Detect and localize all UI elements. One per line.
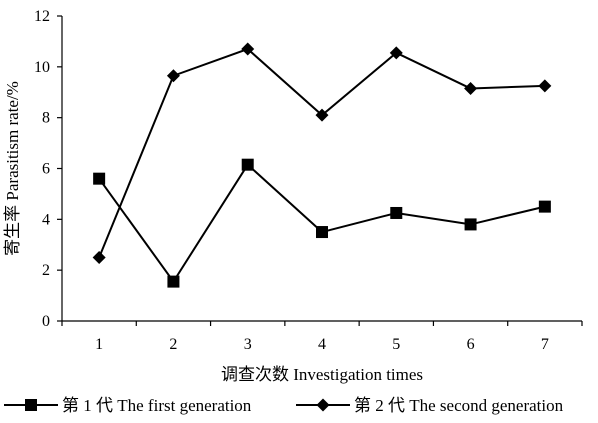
axes <box>61 16 582 322</box>
y-tick-label: 10 <box>34 59 50 76</box>
data-point-square <box>241 158 254 171</box>
data-point-diamond <box>538 79 552 93</box>
y-tick-label: 0 <box>42 313 50 330</box>
series-group <box>92 42 552 288</box>
x-tick-label: 3 <box>244 336 252 353</box>
series-1-line <box>98 163 546 284</box>
y-tick-label: 2 <box>42 262 50 279</box>
y-axis-label: 寄生率 Parasitism rate/% <box>3 81 22 256</box>
x-tick-label: 4 <box>318 336 326 353</box>
x-axis-label: 调查次数 Investigation times <box>221 365 423 384</box>
data-point-diamond <box>389 46 403 60</box>
legend-label: 第 2 代 The second generation <box>354 396 564 415</box>
data-point-diamond <box>241 42 255 56</box>
y-tick-label: 6 <box>42 161 50 178</box>
y-tick-label: 4 <box>42 211 50 228</box>
data-point-diamond <box>166 69 180 83</box>
series-2 <box>92 42 552 264</box>
legend-square-marker <box>25 399 37 411</box>
x-tick-label: 5 <box>392 336 400 353</box>
data-point-square <box>167 275 180 288</box>
series-1 <box>93 158 551 288</box>
data-point-square <box>390 206 403 219</box>
data-point-square <box>93 172 106 185</box>
legend-label: 第 1 代 The first generation <box>62 396 252 415</box>
y-tick-label: 12 <box>34 8 50 25</box>
x-tick-label: 7 <box>541 336 549 353</box>
data-point-square <box>316 226 328 239</box>
data-point-diamond <box>315 108 329 122</box>
x-tick-label: 6 <box>467 336 475 353</box>
x-ticks: 1 2 3 4 5 6 7 <box>61 321 583 353</box>
legend-diamond-marker <box>316 398 330 412</box>
data-point-square <box>538 200 551 213</box>
legend-item-1: 第 1 代 The first generation <box>4 396 252 415</box>
data-point-square <box>464 218 477 231</box>
x-tick-label: 2 <box>169 336 177 353</box>
legend: 第 1 代 The first generation 第 2 代 The seco… <box>4 396 564 415</box>
data-point-diamond <box>92 250 106 264</box>
y-tick-label: 8 <box>42 110 50 127</box>
legend-item-2: 第 2 代 The second generation <box>296 396 564 415</box>
y-ticks: 0 2 4 6 8 10 12 <box>34 8 62 330</box>
data-point-diamond <box>464 81 478 95</box>
x-tick-label: 1 <box>95 336 103 353</box>
